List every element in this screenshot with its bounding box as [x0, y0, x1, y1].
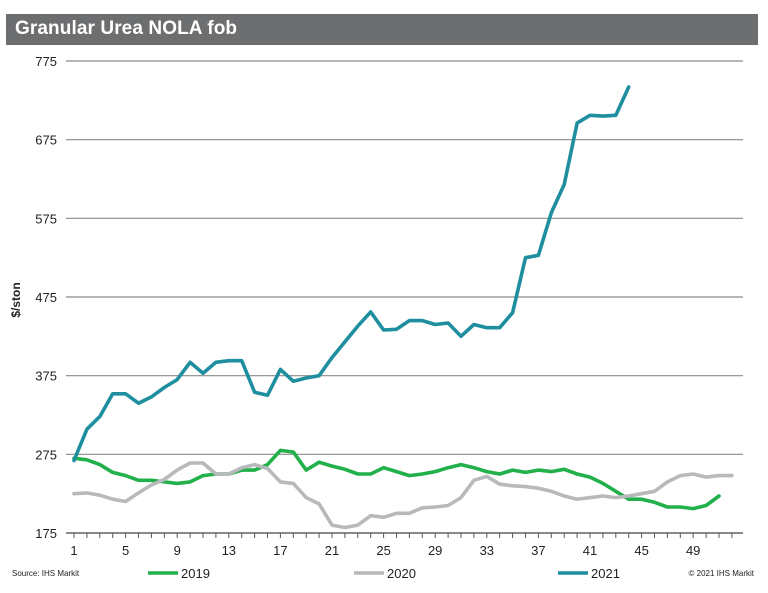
- x-tick-label: 9: [174, 543, 181, 558]
- series-line-2021: [72, 85, 631, 463]
- title-bar: Granular Urea NOLA fob: [6, 14, 758, 45]
- x-tick-label: 17: [273, 543, 287, 558]
- legend-label-2019: 2019: [181, 566, 210, 581]
- y-tick-label: 475: [35, 290, 57, 305]
- y-tick-label: 375: [35, 369, 57, 384]
- y-tick-label: 675: [35, 133, 57, 148]
- x-tick-label: 49: [686, 543, 700, 558]
- legend-label-2020: 2020: [387, 566, 416, 581]
- x-tick-label: 29: [428, 543, 442, 558]
- x-tick-label: 33: [480, 543, 494, 558]
- y-tick-label: 775: [35, 54, 57, 69]
- y-tick-label: 575: [35, 211, 57, 226]
- y-tick-label: 175: [35, 526, 57, 541]
- copyright-note: © 2021 IHS Markit: [689, 569, 755, 578]
- y-axis-label: $/ston: [9, 282, 23, 317]
- x-tick-label: 13: [222, 543, 236, 558]
- x-tick-label: 41: [583, 543, 597, 558]
- chart-title: Granular Urea NOLA fob: [15, 18, 238, 39]
- x-tick-label: 25: [376, 543, 390, 558]
- series-line-2019: [72, 448, 721, 511]
- y-tick-label: 275: [35, 447, 57, 462]
- legend-label-2021: 2021: [591, 566, 620, 581]
- x-tick-label: 37: [531, 543, 545, 558]
- series-line-2020: [72, 461, 734, 530]
- x-tick-label: 5: [122, 543, 129, 558]
- x-tick-label: 1: [70, 543, 77, 558]
- x-tick-label: 45: [634, 543, 648, 558]
- source-note: Source: IHS Markit: [12, 569, 80, 578]
- x-tick-label: 21: [325, 543, 339, 558]
